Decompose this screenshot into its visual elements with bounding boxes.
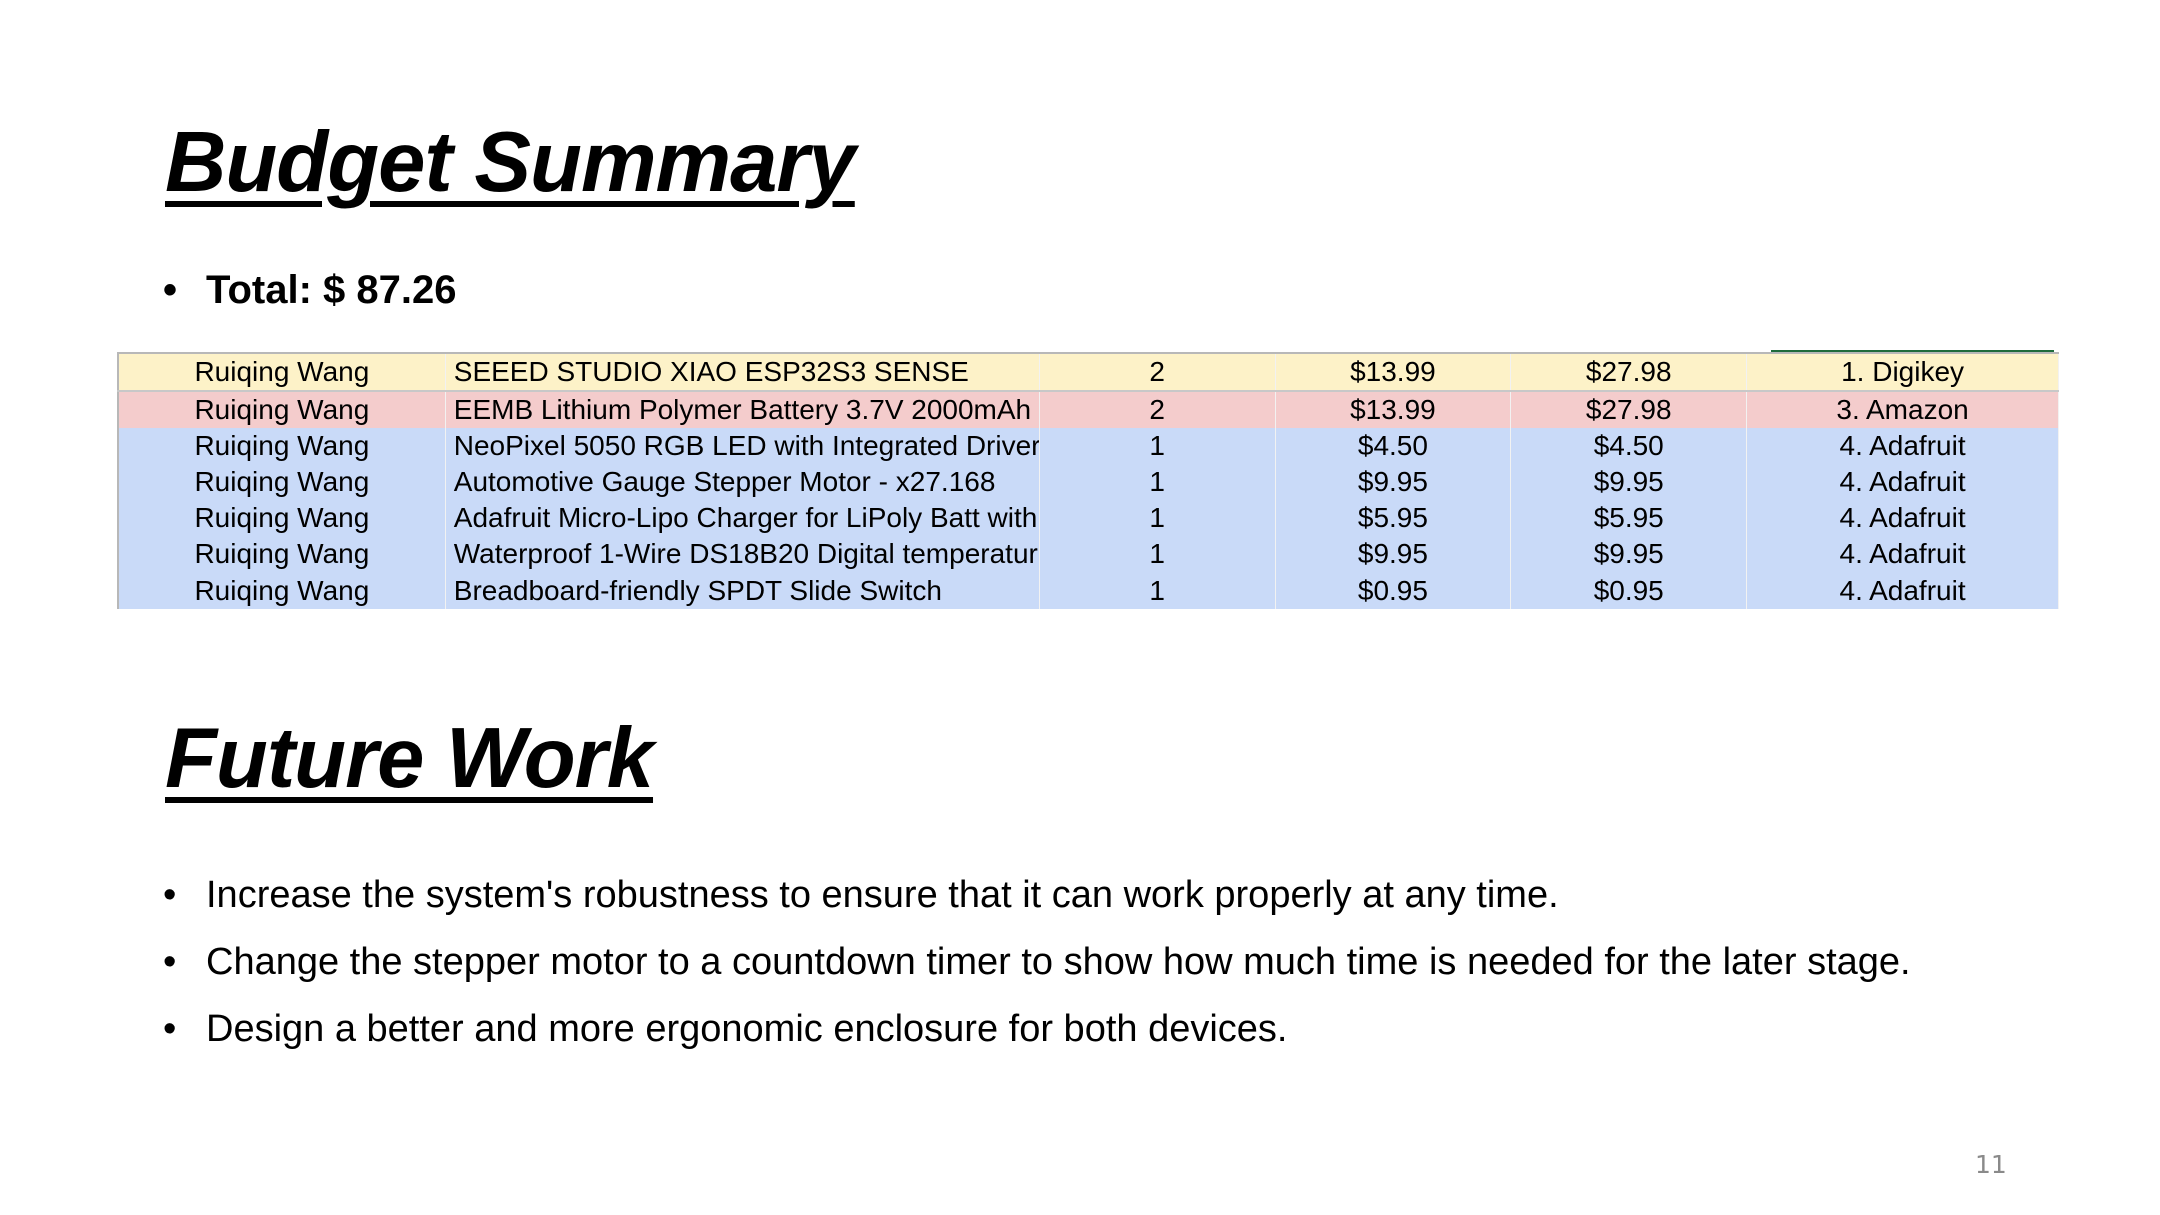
total-cell: $4.50 (1510, 428, 1748, 464)
total-bullet: Total: $ 87.26 (163, 266, 456, 314)
item-cell: EEMB Lithium Polymer Battery 3.7V 2000mA… (445, 391, 1040, 428)
vendor-cell: 3. Amazon (1746, 391, 2059, 428)
item-cell: Breadboard-friendly SPDT Slide Switch (445, 572, 1040, 609)
quantity-cell: 2 (1039, 353, 1276, 392)
table-row: Ruiqing Wang Waterproof 1-Wire DS18B20 D… (118, 536, 2059, 572)
unit-price-cell: $9.95 (1275, 536, 1512, 572)
item-cell: SEEED STUDIO XIAO ESP32S3 SENSE (445, 353, 1040, 392)
future-work-item: Increase the system's robustness to ensu… (163, 862, 1911, 929)
unit-price-cell: $5.95 (1275, 500, 1512, 536)
table-row: Ruiqing Wang EEMB Lithium Polymer Batter… (118, 391, 2059, 428)
quantity-cell: 1 (1039, 428, 1276, 464)
future-work-title: Future Work (165, 711, 654, 806)
future-work-list: Increase the system's robustness to ensu… (163, 862, 1911, 1063)
unit-price-cell: $13.99 (1275, 353, 1512, 392)
total-cell: $5.95 (1510, 500, 1748, 536)
quantity-cell: 1 (1039, 536, 1276, 572)
quantity-cell: 1 (1039, 572, 1276, 609)
budget-table: Ruiqing Wang SEEED STUDIO XIAO ESP32S3 S… (117, 352, 2059, 609)
total-cell: $27.98 (1510, 391, 1748, 428)
unit-price-cell: $9.95 (1275, 464, 1512, 500)
item-cell: NeoPixel 5050 RGB LED with Integrated Dr… (445, 428, 1040, 464)
table-row: Ruiqing Wang Adafruit Micro-Lipo Charger… (118, 500, 2059, 536)
name-cell: Ruiqing Wang (118, 428, 446, 464)
table-row: Ruiqing Wang Breadboard-friendly SPDT Sl… (118, 572, 2059, 609)
vendor-cell: 4. Adafruit (1746, 572, 2059, 609)
future-work-item: Change the stepper motor to a countdown … (163, 929, 1911, 996)
budget-bullet-list: Total: $ 87.26 (163, 266, 456, 314)
vendor-cell: 1. Digikey (1746, 353, 2059, 392)
quantity-cell: 1 (1039, 464, 1276, 500)
unit-price-cell: $13.99 (1275, 391, 1512, 428)
unit-price-cell: $4.50 (1275, 428, 1512, 464)
quantity-cell: 2 (1039, 391, 1276, 428)
table-row: Ruiqing Wang SEEED STUDIO XIAO ESP32S3 S… (118, 353, 2059, 392)
total-cell: $27.98 (1510, 353, 1748, 392)
item-cell: Waterproof 1-Wire DS18B20 Digital temper… (445, 536, 1040, 572)
name-cell: Ruiqing Wang (118, 353, 446, 392)
budget-summary-title: Budget Summary (165, 115, 856, 210)
item-cell: Adafruit Micro-Lipo Charger for LiPoly B… (445, 500, 1040, 536)
table-row: Ruiqing Wang Automotive Gauge Stepper Mo… (118, 464, 2059, 500)
name-cell: Ruiqing Wang (118, 536, 446, 572)
vendor-cell: 4. Adafruit (1746, 536, 2059, 572)
item-cell: Automotive Gauge Stepper Motor - x27.168 (445, 464, 1040, 500)
table-row: Ruiqing Wang NeoPixel 5050 RGB LED with … (118, 428, 2059, 464)
vendor-cell: 4. Adafruit (1746, 500, 2059, 536)
name-cell: Ruiqing Wang (118, 464, 446, 500)
total-cell: $0.95 (1510, 572, 1748, 609)
vendor-cell: 4. Adafruit (1746, 464, 2059, 500)
future-work-item: Design a better and more ergonomic enclo… (163, 996, 1911, 1063)
slide-page-number: 11 (1975, 1150, 2007, 1179)
quantity-cell: 1 (1039, 500, 1276, 536)
total-cell: $9.95 (1510, 536, 1748, 572)
total-cell: $9.95 (1510, 464, 1748, 500)
name-cell: Ruiqing Wang (118, 500, 446, 536)
vendor-cell: 4. Adafruit (1746, 428, 2059, 464)
unit-price-cell: $0.95 (1275, 572, 1512, 609)
name-cell: Ruiqing Wang (118, 572, 446, 609)
name-cell: Ruiqing Wang (118, 391, 446, 428)
